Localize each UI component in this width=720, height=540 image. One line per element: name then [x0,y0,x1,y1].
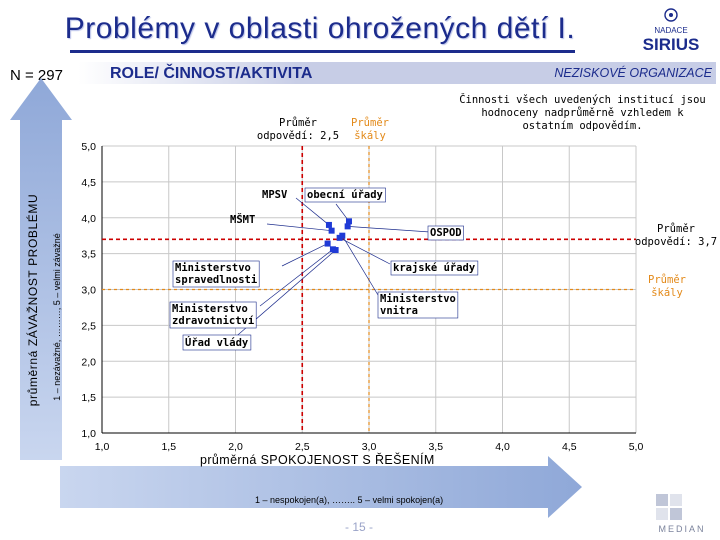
data-points [324,218,352,254]
point-label-box [172,260,260,288]
point-label: krajské úřady [393,262,476,274]
point-label-group: OSPOD [427,225,464,241]
data-point [324,240,331,247]
point-label-box [182,334,252,351]
point-label-box [304,187,386,203]
x-axis-arrow [60,456,582,518]
x-tick-label: 4,0 [495,441,510,453]
point-label: MŠMT [230,213,255,226]
point-label: OSPOD [430,227,462,239]
point-label-box [169,301,257,329]
y-tick-labels: 1,0 1,5 2,0 2,5 3,0 3,5 4,0 4,5 5,0 [81,141,96,440]
y-tick-label: 5,0 [81,141,96,153]
data-point [344,223,351,230]
point-label-group: obecní úřady [304,187,386,203]
data-point [332,247,339,254]
y-tick-label: 3,5 [81,249,96,261]
x-tick-label: 3,5 [428,441,443,453]
data-point [345,218,352,225]
point-label-box [427,225,464,241]
page-title: Problémy v oblasti ohrožených dětí I. [64,12,576,45]
point-label-group: Ministerstvo spravedlnosti [172,260,260,288]
avg-scale-x-annotation: Průměr škály [351,117,389,142]
band-right-label: NEZISKOVÉ ORGANIZACE [554,66,712,80]
point-label: obecní úřady [307,189,384,201]
data-point [339,232,346,239]
y-axis-arrow [10,78,72,460]
y-tick-label: 2,5 [81,320,96,332]
avg-response-x-annotation: Průměr odpovědí: 2,5 [257,117,339,142]
leader-line [339,237,391,265]
y-tick-label: 4,0 [81,213,96,225]
sirius-logo: NADACE SIRIUS [643,8,700,54]
y-tick-label: 2,0 [81,356,96,368]
reference-annotations: Průměr odpovědí: 2,5 Průměr škály Průměr odpo… [257,117,717,299]
y-axis-label: průměrná ZÁVAŽNOST PROBLÉMU [26,193,40,407]
avg-scale-y-annotation: Průměr škály [648,274,686,299]
x-tick-label: 1,5 [161,441,176,453]
y-axis-sublabel: 1 – nezávažné, ………, 5 – velmi závažné [52,233,62,401]
y-tick-label: 4,5 [81,177,96,189]
point-label-box [377,291,459,319]
logo-text-top: NADACE [654,26,687,35]
point-label-box [390,260,479,276]
data-point [325,221,332,228]
x-tick-label: 2,0 [228,441,243,453]
x-tick-label: 2,5 [295,441,310,453]
median-logo-text: MEDIAN [658,524,705,534]
logo-text-main: SIRIUS [643,35,700,54]
y-tick-label: 1,5 [81,392,96,404]
band-left-label: ROLE/ ČINNOST/AKTIVITA [110,65,313,82]
x-axis-sublabel: 1 – nespokojen(a), …….. 5 – velmi spokoj… [255,495,444,505]
reference-lines [102,146,636,433]
x-tick-label: 1,0 [95,441,110,453]
point-label: Ministerstvo vnitra [380,293,456,317]
data-point [328,227,335,234]
y-tick-label: 1,0 [81,428,96,440]
median-logo: MEDIAN [656,494,705,534]
x-tick-label: 5,0 [629,441,644,453]
leader-line [342,235,379,296]
sample-size-label: N = 297 [10,67,63,84]
title-underline [70,50,575,53]
point-label: Ministerstvo spravedlnosti [175,262,257,286]
x-tick-labels: 1,0 1,5 2,0 2,5 3,0 3,5 4,0 4,5 5,0 [95,441,644,453]
x-tick-label: 4,5 [562,441,577,453]
point-label-group: Ministerstvo vnitra [377,291,459,319]
section-band [78,62,716,84]
point-labels: MPSV obecní úřady MŠMT OSPOD krajské úřady Mi… [169,187,479,351]
point-label-group: Úřad vlády [182,334,252,351]
point-label-group: MPSV [262,189,288,201]
point-label: MPSV [262,189,288,201]
x-axis-label: průměrná SPOKOJENOST S ŘEŠENÍM [200,453,435,467]
x-tick-label: 3,0 [362,441,377,453]
avg-response-y-annotation: Průměr odpovědí: 3,7 [635,223,717,248]
leader-line [259,249,334,307]
point-label-group: MŠMT [230,213,255,226]
point-label-group: krajské úřady [390,260,479,276]
leader-line [281,243,328,267]
leader-line [266,223,332,232]
page-number: - 15 - [345,520,374,534]
point-label: Ministerstvo zdravotnictví [172,303,254,327]
chart-note: Činnosti všech uvedených institucí jsou … [459,94,706,132]
point-label-group: Ministerstvo zdravotnictví [169,301,257,329]
point-label: Úřad vlády [185,336,249,349]
y-tick-label: 3,0 [81,285,96,297]
leader-line [295,197,330,226]
leader-line [347,226,431,233]
